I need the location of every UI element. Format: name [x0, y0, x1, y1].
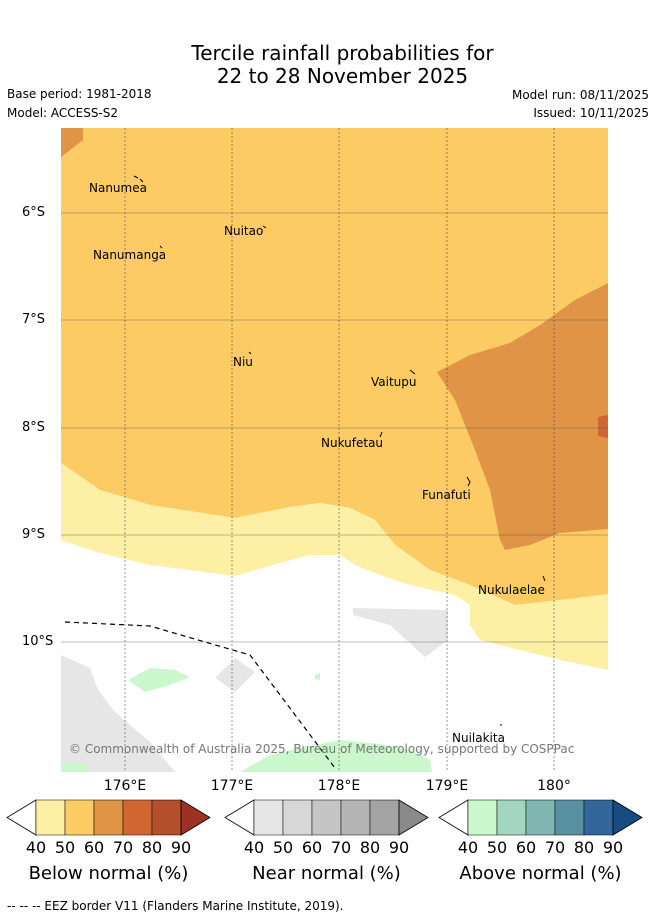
near-normal-tick-label: 40	[243, 838, 265, 857]
below-normal-tick-label: 80	[141, 838, 163, 857]
lon-label-179e: 179°E	[425, 778, 469, 794]
eez-note: -- -- -- EEZ border V11 (Flanders Marine…	[7, 899, 344, 913]
place-label-vaitupu: Vaitupu	[371, 375, 417, 389]
base-period: Base period: 1981-2018	[7, 87, 152, 101]
model-name: Model: ACCESS-S2	[7, 106, 119, 120]
above-normal-area-3	[240, 740, 432, 772]
map-gridlines	[61, 212, 608, 643]
below-normal-colorbar-title: Below normal (%)	[28, 863, 189, 884]
near-normal-area-1	[353, 608, 448, 657]
below-normal-tick-label: 50	[54, 838, 76, 857]
lat-label-8s: 8°S	[22, 420, 46, 435]
below-normal-tick-label: 70	[112, 838, 134, 857]
place-label-nuilakita: Nuilakita	[452, 731, 505, 745]
above-normal-area-1	[128, 668, 190, 692]
above-normal-area-2	[315, 673, 320, 680]
issued-date: Issued: 10/11/2025	[533, 106, 649, 120]
place-label-nukufetau: Nukufetau	[321, 436, 384, 450]
above-normal-tick-label: 80	[573, 838, 595, 857]
near-normal-colorbar-title: Near normal (%)	[252, 863, 401, 884]
below-normal-tick-label: 90	[170, 838, 192, 857]
place-label-funafuti: Funafuti	[422, 488, 471, 502]
island-marks	[133, 175, 546, 726]
above-normal-tick-label: 60	[515, 838, 537, 857]
below-normal-70-80-patch	[598, 415, 608, 438]
lat-label-10s: 10°S	[22, 634, 54, 649]
near-normal-area-2	[215, 658, 255, 692]
below-normal-60-70-corner	[61, 128, 83, 157]
lat-label-9s: 9°S	[22, 527, 46, 542]
near-normal-tick-label: 60	[301, 838, 323, 857]
map-meridians	[124, 128, 555, 772]
below-normal-60-70-area	[437, 283, 608, 550]
place-label-nanumea: Nanumea	[89, 181, 147, 195]
above-normal-tick-label: 70	[544, 838, 566, 857]
near-normal-tick-label: 70	[330, 838, 352, 857]
above-normal-tick-label: 90	[602, 838, 624, 857]
below-normal-40-50-area	[61, 463, 608, 670]
above-normal-colorbar-title: Above normal (%)	[459, 863, 622, 884]
place-label-nuitao: Nuitao	[224, 224, 264, 238]
lon-label-178e: 178°E	[317, 778, 361, 794]
model-run: Model run: 08/11/2025	[511, 88, 649, 102]
above-normal-tick-label: 40	[457, 838, 479, 857]
title-line-1: Tercile rainfall probabilities for	[191, 41, 494, 65]
below-normal-tick-label: 60	[83, 838, 105, 857]
lon-label-180: 180°	[537, 778, 571, 794]
title-line-2: 22 to 28 November 2025	[216, 64, 469, 88]
eez-border-line	[64, 621, 336, 769]
below-normal-tick-label: 40	[25, 838, 47, 857]
lon-label-176e: 176°E	[103, 778, 147, 794]
above-normal-tick-label: 50	[486, 838, 508, 857]
lat-label-7s: 7°S	[22, 312, 46, 327]
place-label-niu: Niu	[233, 355, 253, 369]
near-normal-tick-label: 90	[388, 838, 410, 857]
above-normal-area-4	[61, 762, 92, 772]
near-normal-tick-label: 50	[272, 838, 294, 857]
near-normal-tick-label: 80	[359, 838, 381, 857]
below-normal-50-60-area	[61, 128, 608, 605]
lat-label-6s: 6°S	[22, 205, 46, 220]
near-normal-area-3	[61, 655, 175, 772]
copyright-notice: © Commonwealth of Australia 2025, Bureau…	[69, 742, 575, 756]
lon-label-177e: 177°E	[210, 778, 254, 794]
place-label-nukulaelae: Nukulaelae	[478, 583, 545, 597]
place-label-nanumanga: Nanumanga	[93, 248, 167, 262]
